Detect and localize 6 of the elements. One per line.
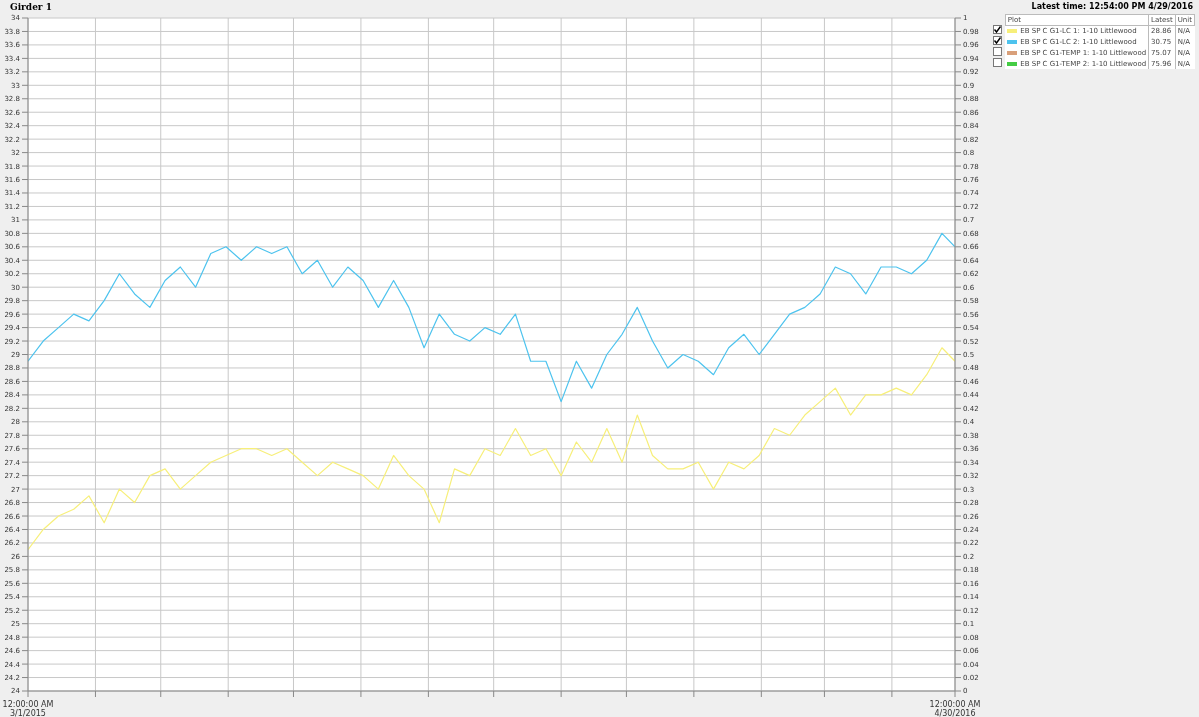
line-series <box>28 232 955 403</box>
line-series <box>28 347 955 551</box>
x-tick-label: 12:00:00 AM 4/30/2016 <box>929 700 981 717</box>
x-tick-label: 12:00:00 AM 3/1/2015 <box>2 700 54 717</box>
chart-title: Girder 1 <box>10 2 53 12</box>
text: Latest time: 12:54:00 PM 4/29/2016 <box>1031 2 1193 11</box>
